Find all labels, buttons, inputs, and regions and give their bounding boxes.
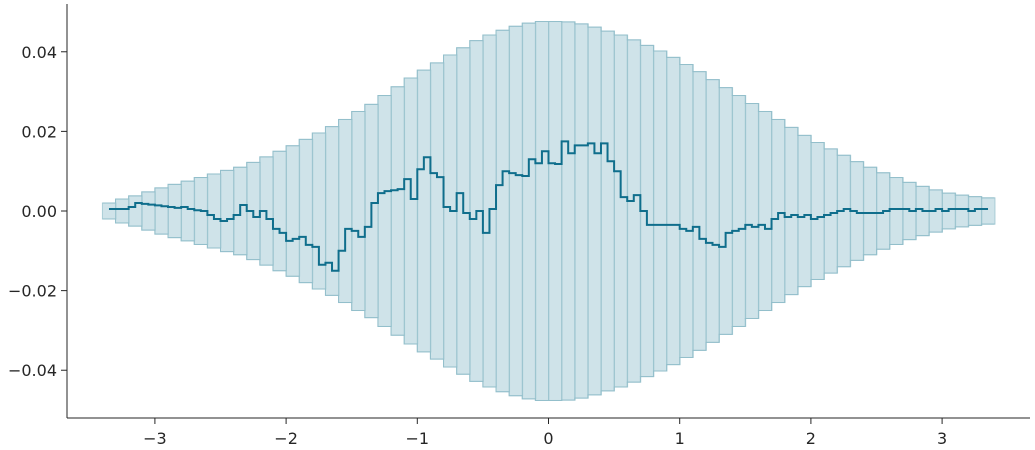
band-step [797,134,812,288]
y-tick-label: 0.00 [21,202,57,221]
band-step [679,64,694,358]
band-step [600,30,615,392]
band-step [731,95,747,327]
y-ticks: −0.04 −0.02 0.00 0.02 0.04 [8,43,67,380]
band-step [771,118,786,304]
band-step [574,23,589,399]
band-step [757,110,773,312]
band-step [298,138,314,284]
band-step [128,195,143,227]
band-step [548,21,563,401]
x-tick-label: −2 [274,429,298,448]
x-tick-label: −3 [143,429,167,448]
x-ticks: −3 −2 −1 0 1 2 3 [143,418,947,448]
band-step [561,21,576,401]
x-tick-label: 2 [806,429,816,448]
band-step [416,69,432,353]
confidence-band [101,21,996,401]
band-step [390,86,406,336]
band-step [141,191,156,231]
band-step [154,187,169,235]
band-step [613,34,629,388]
x-tick-label: 0 [543,429,553,448]
band-step [784,126,799,296]
band-step [652,50,668,372]
band-step [810,142,825,280]
band-step [980,197,996,225]
y-tick-label: −0.02 [8,282,57,301]
band-step [823,148,839,274]
y-tick-label: 0.02 [21,122,57,141]
band-step [272,150,288,272]
band-step [587,26,602,396]
band-step [338,118,353,304]
band-step [167,183,183,239]
x-tick-label: 1 [675,429,685,448]
band-step [666,56,681,366]
x-tick-label: −1 [406,429,430,448]
band-step [206,173,222,249]
band-step [285,145,301,277]
band-step [351,110,366,312]
band-step [534,21,550,401]
band-step [101,202,117,220]
y-tick-label: −0.04 [8,361,57,380]
y-tick-label: 0.04 [21,43,57,62]
band-step [626,39,642,383]
band-step [705,79,720,343]
band-step [744,103,760,319]
band-step [521,22,537,400]
band-step [718,87,734,335]
band-step [115,198,130,224]
series-line-0 [108,140,989,272]
band-upper-edge [102,21,995,204]
band-step [862,166,878,256]
band-step [403,77,419,345]
band-step [377,95,392,327]
band-lower-edge [102,218,995,401]
series-layer [108,140,989,272]
band-step [692,71,707,351]
band-step [495,29,511,393]
band-step [889,177,904,245]
band-step [220,169,235,253]
band-step [954,194,970,228]
x-tick-label: 3 [937,429,947,448]
band-step [508,25,524,397]
band-step [180,180,196,242]
band-step [429,62,445,360]
